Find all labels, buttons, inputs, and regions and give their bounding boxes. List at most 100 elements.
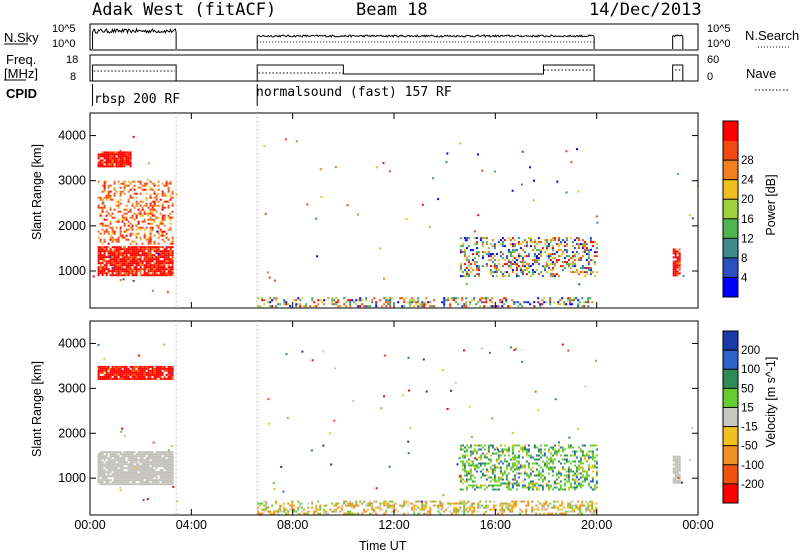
data-cell: [361, 303, 364, 306]
data-cell: [579, 257, 582, 260]
data-cell: [157, 226, 160, 229]
data-cell: [585, 454, 588, 457]
data-cell: [491, 239, 494, 242]
data-cell: [291, 500, 294, 503]
data-cell: [157, 252, 160, 255]
data-cell: [561, 512, 564, 515]
data-cell: [167, 216, 170, 219]
data-cell: [315, 508, 318, 511]
data-cell: [111, 475, 114, 478]
data-cell: [119, 159, 122, 162]
data-cell: [391, 506, 394, 509]
data-cell: [167, 238, 170, 241]
data-cell: [125, 483, 128, 486]
data-cell: [301, 506, 304, 509]
data-cell: [503, 297, 506, 300]
data-cell: [145, 459, 148, 462]
data-cell: [121, 254, 124, 257]
data-cell: [515, 263, 518, 266]
data-cell: [121, 165, 124, 168]
data-cell: [585, 267, 588, 270]
data-cell: [121, 155, 124, 158]
data-cell: [569, 257, 572, 260]
data-cell: [157, 367, 160, 370]
data-cell: [315, 217, 318, 220]
data-cell: [365, 297, 368, 300]
power-colorbar-segment: [723, 121, 738, 142]
data-cell: [135, 268, 138, 271]
data-cell: [539, 456, 542, 459]
data-cell: [99, 262, 102, 265]
data-cell: [349, 504, 352, 507]
data-cell: [109, 157, 112, 160]
data-cell: [131, 365, 134, 368]
data-cell: [579, 271, 582, 274]
data-cell: [103, 157, 106, 160]
data-cell: [139, 483, 142, 486]
data-cell: [139, 186, 142, 189]
data-cell: [115, 473, 118, 476]
data-cell: [171, 202, 174, 205]
data-cell: [153, 242, 156, 245]
data-cell: [301, 297, 304, 300]
data-cell: [547, 484, 550, 487]
data-cell: [143, 467, 146, 470]
data-cell: [573, 239, 576, 242]
data-cell: [547, 512, 550, 515]
data-cell: [535, 257, 538, 260]
data-cell: [459, 508, 462, 511]
data-cell: [533, 305, 536, 308]
data-cell: [517, 468, 520, 471]
data-cell: [465, 508, 468, 511]
data-cell: [121, 268, 124, 271]
data-cell: [584, 385, 587, 388]
data-cell: [163, 260, 166, 263]
data-cell: [163, 367, 166, 370]
data-cell: [159, 212, 162, 215]
data-cell: [157, 224, 160, 227]
data-cell: [111, 228, 114, 231]
data-cell: [547, 468, 550, 471]
data-cell: [117, 377, 120, 380]
data-cell: [103, 196, 106, 199]
data-cell: [399, 297, 402, 300]
data-cell: [403, 504, 406, 507]
data-cell: [581, 512, 584, 515]
data-cell: [529, 245, 532, 248]
data-cell: [107, 246, 110, 249]
data-cell: [581, 255, 584, 258]
data-cell: [521, 456, 524, 459]
data-cell: [589, 444, 592, 447]
data-cell: [125, 258, 128, 261]
data-cell: [489, 271, 492, 274]
data-cell: [135, 463, 138, 466]
data-cell: [587, 299, 590, 302]
data-cell: [467, 259, 470, 262]
data-cell: [123, 264, 126, 267]
data-cell: [327, 512, 330, 515]
data-cell: [475, 464, 478, 467]
data-cell: [155, 246, 158, 249]
data-cell: [165, 479, 168, 482]
data-cell: [545, 482, 548, 485]
data-cell: [165, 268, 168, 271]
data-cell: [330, 463, 333, 466]
data-cell: [523, 500, 526, 503]
data-cell: [109, 461, 112, 464]
data-cell: [505, 474, 508, 477]
data-cell: [481, 297, 484, 300]
data-cell: [165, 254, 168, 257]
data-cell: [373, 510, 376, 513]
data-cell: [155, 365, 158, 368]
data-cell: [101, 483, 104, 486]
data-cell: [169, 246, 172, 249]
data-cell: [99, 196, 102, 199]
data-cell: [155, 256, 158, 259]
data-cell: [107, 230, 110, 233]
data-cell: [129, 258, 132, 261]
power-colorbar-segment: [723, 199, 738, 220]
data-cell: [593, 255, 596, 258]
data-cell: [147, 371, 150, 374]
data-cell: [347, 502, 350, 505]
